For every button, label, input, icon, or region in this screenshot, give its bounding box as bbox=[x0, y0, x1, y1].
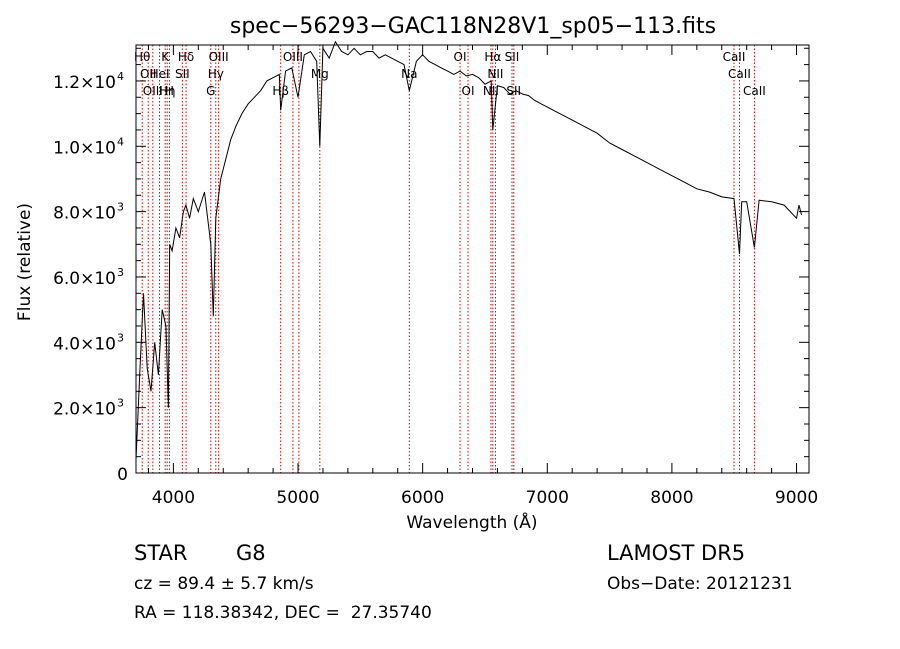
y-tick-exponent-2: 3 bbox=[117, 331, 124, 344]
coordinates: RA = 118.38342, DEC = 27.35740 bbox=[134, 603, 432, 623]
object-class: STAR bbox=[134, 541, 188, 565]
y-tick-label-6: 1.2×10 bbox=[53, 73, 116, 93]
chart-title: spec−56293−GAC118N28V1_sp05−113.fits bbox=[230, 14, 716, 39]
line-label-13: OIII bbox=[283, 50, 303, 64]
line-label-3: HeI bbox=[150, 67, 170, 81]
y-tick-exponent-6: 4 bbox=[117, 70, 124, 83]
line-label-15: Mg bbox=[311, 67, 329, 81]
y-tick-label-0: 0 bbox=[117, 465, 128, 485]
x-tick-label-1: 5000 bbox=[276, 488, 319, 508]
line-label-4: K bbox=[161, 50, 170, 64]
line-label-19: NII bbox=[483, 84, 499, 98]
y-axis-label: Flux (relative) bbox=[15, 203, 35, 321]
line-label-10: Hγ bbox=[208, 67, 224, 81]
line-label-9: G bbox=[206, 84, 215, 98]
survey-name: LAMOST DR5 bbox=[607, 541, 746, 565]
x-axis: 4000 5000 6000 7000 8000 9000 bbox=[147, 45, 818, 508]
y-tick-exponent-5: 4 bbox=[117, 135, 124, 148]
line-label-25: CaII bbox=[728, 67, 751, 81]
x-tick-label-5: 9000 bbox=[775, 488, 818, 508]
redshift-value: cz = 89.4 ± 5.7 km/s bbox=[134, 574, 314, 594]
line-label-8: Hδ bbox=[178, 50, 194, 64]
line-label-6: H bbox=[165, 84, 174, 98]
line-label-12: Hβ bbox=[272, 84, 289, 98]
line-label-23: SII bbox=[506, 84, 521, 98]
y-tick-label-2: 4.0×10 bbox=[53, 334, 116, 354]
spectral-line-markers bbox=[141, 45, 755, 473]
y-tick-label-3: 6.0×10 bbox=[53, 269, 116, 289]
x-tick-label-0: 4000 bbox=[152, 488, 195, 508]
line-label-1: OII bbox=[140, 67, 157, 81]
line-label-16: Na bbox=[401, 67, 417, 81]
observation-date: Obs−Date: 20121231 bbox=[607, 574, 793, 594]
line-label-17: OI bbox=[454, 50, 467, 64]
line-label-24: CaII bbox=[723, 50, 746, 64]
line-label-0: Hθ bbox=[134, 50, 150, 64]
line-label-5: Hη bbox=[159, 84, 176, 98]
line-label-20: Hα bbox=[484, 50, 501, 64]
spectrum-line bbox=[135, 40, 802, 460]
object-subclass: G8 bbox=[236, 541, 266, 565]
x-tick-label-2: 6000 bbox=[401, 488, 444, 508]
x-tick-label-3: 7000 bbox=[526, 488, 569, 508]
y-tick-exponent-3: 3 bbox=[117, 266, 124, 279]
y-axis: 02.0×10 34.0×10 36.0×10 38.0×10 31.0×10 41.2×… bbox=[53, 47, 809, 485]
x-axis-label: Wavelength (Å) bbox=[406, 511, 537, 533]
x-tick-label-4: 8000 bbox=[650, 488, 693, 508]
line-label-22: SII bbox=[505, 50, 520, 64]
line-label-11: OIII bbox=[209, 50, 229, 64]
y-tick-label-5: 1.0×10 bbox=[53, 138, 116, 158]
plot-frame bbox=[135, 44, 810, 474]
line-label-2: OIII bbox=[143, 84, 163, 98]
line-label-21: NII bbox=[487, 67, 503, 81]
line-label-18: OI bbox=[462, 84, 475, 98]
y-tick-label-1: 2.0×10 bbox=[53, 400, 116, 420]
y-tick-label-4: 8.0×10 bbox=[53, 204, 116, 224]
line-label-7: SII bbox=[175, 67, 190, 81]
y-tick-exponent-4: 3 bbox=[117, 201, 124, 214]
line-label-26: CaII bbox=[743, 84, 766, 98]
y-tick-exponent-1: 3 bbox=[117, 397, 124, 410]
